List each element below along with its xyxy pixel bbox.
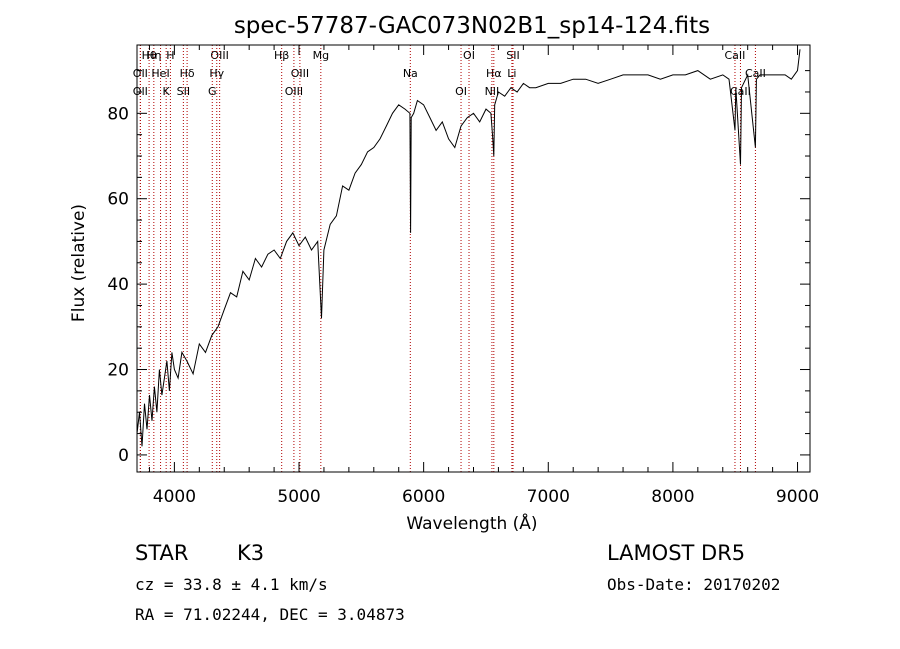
marker-label: Li (507, 67, 516, 80)
marker-label: H (166, 49, 174, 62)
object-class: STAR (135, 541, 189, 565)
marker-label: CaII (745, 67, 766, 80)
y-axis-label: Flux (relative) (69, 204, 89, 322)
y-tick-label: 40 (107, 275, 129, 295)
marker-label: SII (506, 49, 519, 62)
marker-label: OI (455, 85, 467, 98)
x-tick-label: 4000 (153, 487, 196, 507)
marker-label: OIII (285, 85, 303, 98)
marker-label: Na (403, 67, 418, 80)
obs-date: Obs-Date: 20170202 (607, 575, 781, 594)
marker-label: OIII (210, 49, 228, 62)
marker-label: G (208, 85, 217, 98)
marker-label: K (163, 85, 171, 98)
marker-label: Hα (486, 67, 502, 80)
y-tick-label: 80 (107, 104, 129, 124)
redshift-text: cz = 33.8 ± 4.1 km/s (135, 575, 328, 594)
marker-label: NII (485, 85, 500, 98)
y-tick-label: 0 (118, 446, 129, 466)
marker-label: HeI (151, 67, 169, 80)
x-axis: 4000 5000 6000 7000 8000 9000 (148, 45, 819, 507)
marker-label: OI (463, 49, 475, 62)
y-tick-label: 60 (107, 190, 129, 210)
spectrum-series (136, 49, 801, 447)
marker-label: Hγ (209, 67, 224, 80)
x-tick-label: 5000 (277, 487, 320, 507)
marker-label: Hβ (274, 49, 289, 62)
x-tick-label: 8000 (651, 487, 694, 507)
emission-absorption-markers: HθOIIOIIHηHeIKHHδSIIOIIIHγGHβOIIIOIIIMgN… (133, 45, 766, 472)
object-subclass: K3 (237, 541, 265, 565)
x-tick-label: 9000 (776, 487, 819, 507)
marker-label: CaII (725, 49, 746, 62)
marker-label: Hθ (142, 49, 157, 62)
marker-label: OIII (291, 67, 309, 80)
marker-label: Mg (313, 49, 329, 62)
x-tick-label: 7000 (527, 487, 570, 507)
spectrum-line (136, 49, 801, 447)
marker-label: SII (177, 85, 190, 98)
y-axis: 0 20 40 60 80 (107, 70, 810, 466)
marker-label: Hδ (180, 67, 195, 80)
plot-frame (136, 44, 811, 473)
survey-name: LAMOST DR5 (607, 541, 746, 565)
marker-label: Hη (146, 49, 161, 62)
x-axis-label: Wavelength (Å) (406, 512, 537, 534)
marker-label: CaII (730, 85, 751, 98)
chart-title: spec-57787-GAC073N02B1_sp14-124.fits (234, 13, 710, 39)
coordinates: RA = 71.02244, DEC = 3.04873 (135, 605, 405, 624)
y-tick-label: 20 (107, 361, 129, 381)
x-tick-label: 6000 (402, 487, 445, 507)
